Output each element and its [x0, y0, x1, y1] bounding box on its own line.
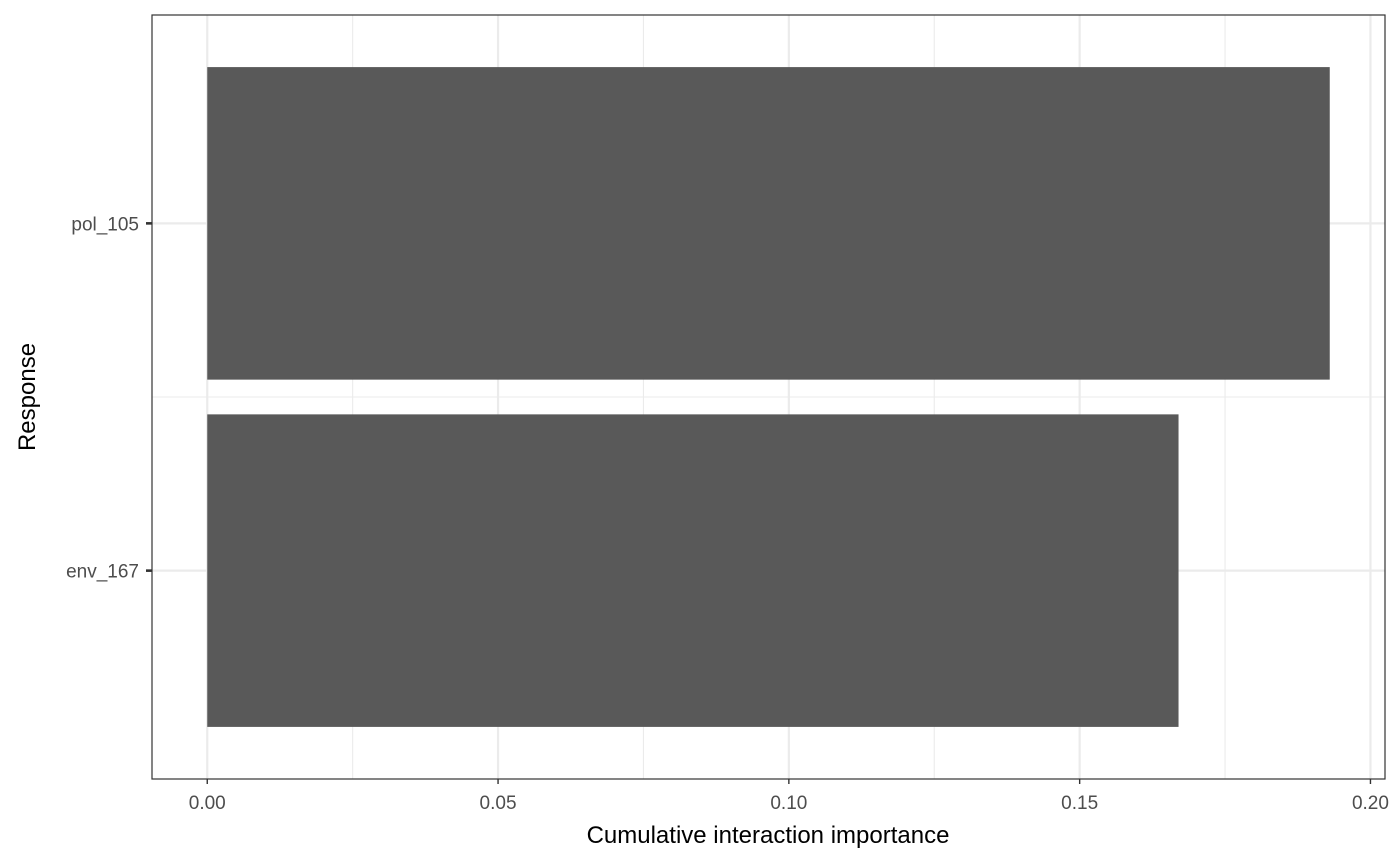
panel-border: [151, 14, 1386, 780]
x-axis-title: Cumulative interaction importance: [587, 822, 950, 849]
y-axis-title: Response: [14, 343, 41, 451]
y-tick-label: pol_105: [71, 214, 139, 235]
y-tick-label: env_167: [66, 562, 139, 583]
x-tick-label: 0.20: [1352, 793, 1389, 814]
x-axis: 0.00 0.05 0.10 0.15 0.20: [189, 779, 1389, 814]
x-tick-label: 0.00: [189, 793, 226, 814]
bar-env_167: [207, 414, 1179, 727]
x-tick-label: 0.15: [1061, 793, 1098, 814]
x-tick-label: 0.05: [480, 793, 517, 814]
y-axis: env_167 pol_105: [66, 214, 152, 583]
bar-pol_105: [207, 67, 1330, 380]
x-tick-label: 0.10: [770, 793, 807, 814]
bars: [207, 67, 1330, 727]
